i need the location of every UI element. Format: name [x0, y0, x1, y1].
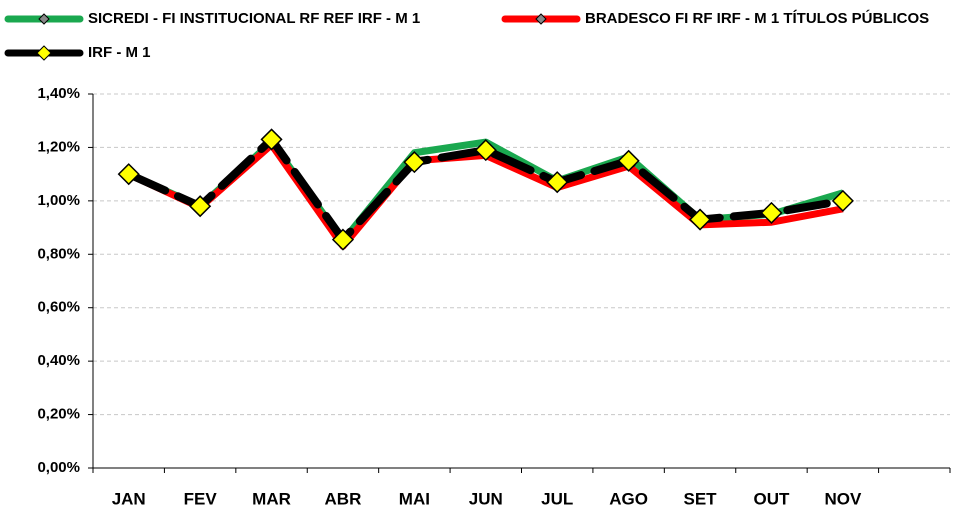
- x-tick-label: SET: [684, 489, 718, 508]
- y-tick-label: 0,00%: [37, 459, 80, 476]
- marker: [760, 201, 783, 224]
- x-tick-label: JAN: [112, 489, 146, 508]
- series-line: [124, 135, 847, 244]
- y-tick-label: 1,20%: [37, 138, 80, 155]
- x-tick-label: JUN: [469, 489, 503, 508]
- x-tick-label: NOV: [824, 489, 862, 508]
- legend-marker: [535, 13, 547, 25]
- x-tick-label: OUT: [754, 489, 791, 508]
- marker: [189, 195, 212, 218]
- legend-marker: [38, 13, 50, 25]
- marker: [403, 151, 426, 174]
- marker: [474, 139, 497, 162]
- x-tick-label: FEV: [184, 489, 218, 508]
- legend-marker: [36, 45, 52, 61]
- y-tick-label: 0,20%: [37, 406, 80, 423]
- x-tick-label: ABR: [325, 489, 362, 508]
- legend-label: IRF - M 1: [88, 44, 151, 61]
- marker: [331, 228, 355, 251]
- x-tick-label: MAI: [399, 489, 430, 508]
- marker: [117, 163, 140, 186]
- y-tick-label: 0,40%: [37, 352, 80, 369]
- x-tick-label: AGO: [609, 489, 648, 508]
- y-tick-label: 0,60%: [37, 299, 80, 316]
- legend-label: SICREDI - FI INSTITUCIONAL RF REF IRF - …: [88, 10, 420, 27]
- y-tick-label: 1,00%: [37, 192, 80, 209]
- marker: [546, 171, 569, 194]
- y-tick-label: 0,80%: [37, 245, 80, 262]
- x-tick-label: JUL: [541, 489, 573, 508]
- marker: [260, 128, 283, 151]
- y-tick-label: 1,40%: [37, 85, 80, 102]
- marker: [688, 208, 712, 231]
- marker: [831, 189, 854, 212]
- marker: [617, 149, 640, 172]
- x-tick-label: MAR: [252, 489, 291, 508]
- legend-label: BRADESCO FI RF IRF - M 1 TÍTULOS PÚBLICO…: [585, 9, 929, 27]
